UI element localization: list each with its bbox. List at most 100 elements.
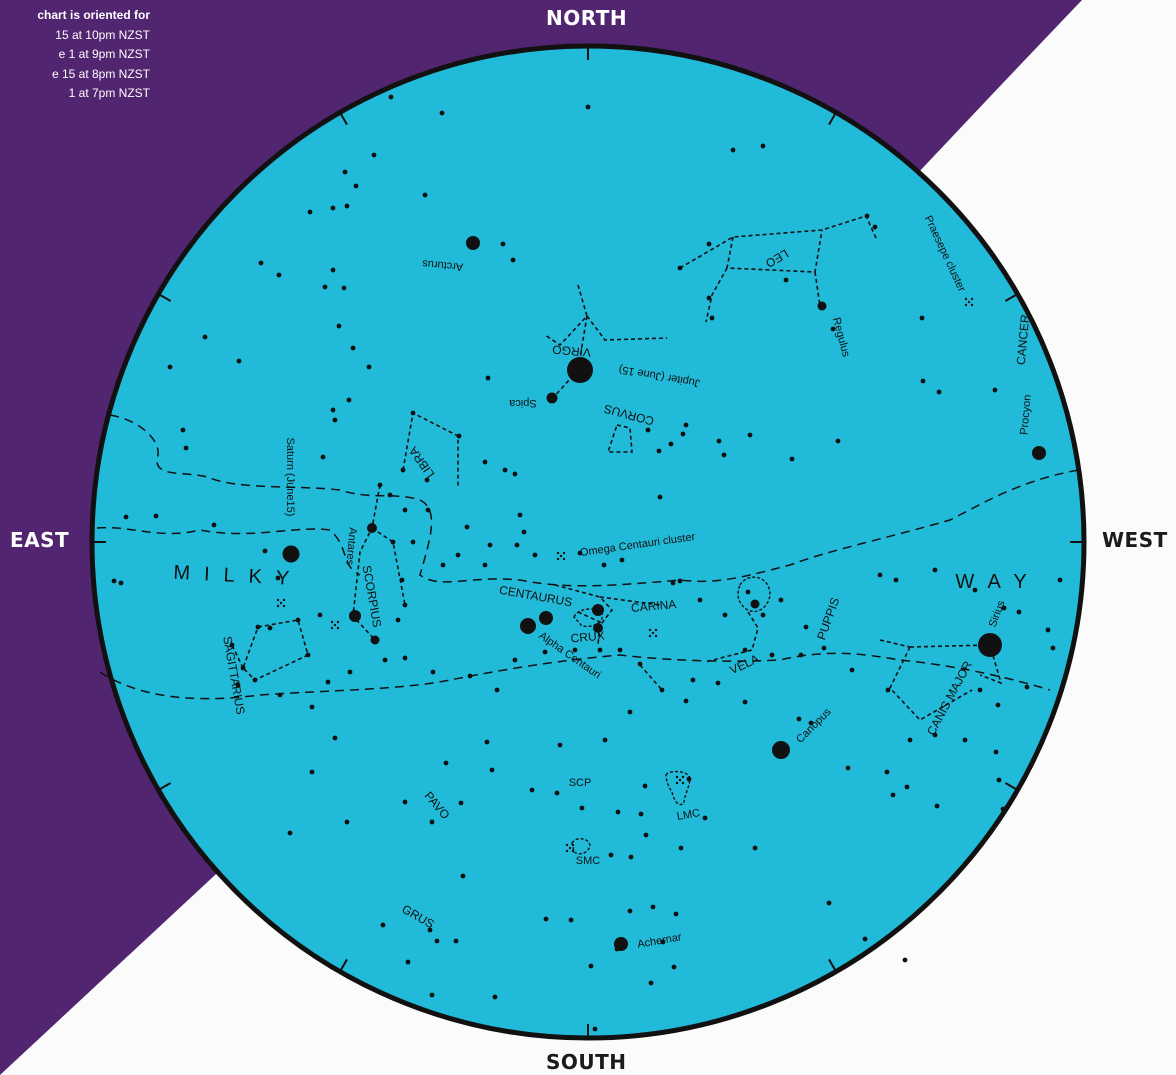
star <box>993 749 999 755</box>
constellation-line <box>879 639 911 648</box>
orientation-line: 15 at 10pm NZST <box>55 27 150 42</box>
star <box>709 315 715 321</box>
star <box>1024 684 1030 690</box>
star <box>778 597 784 603</box>
star <box>202 334 208 340</box>
bright-star <box>978 633 1002 657</box>
star <box>760 143 766 149</box>
star <box>240 665 246 671</box>
star <box>277 692 283 698</box>
star <box>332 417 338 423</box>
orientation-line: e 1 at 9pm NZST <box>58 47 150 61</box>
star <box>706 295 712 301</box>
bright-star <box>1032 446 1046 460</box>
star-cluster-icon <box>648 628 658 638</box>
star <box>118 580 124 586</box>
star <box>267 625 273 631</box>
constellation-line <box>606 424 633 453</box>
star <box>697 597 703 603</box>
star <box>677 578 683 584</box>
direction-west: WEST <box>1102 528 1168 552</box>
star <box>405 959 411 965</box>
star <box>683 422 689 428</box>
star <box>608 852 614 858</box>
star <box>579 805 585 811</box>
star <box>276 272 282 278</box>
constellation-line <box>814 271 821 307</box>
star <box>330 407 336 413</box>
star <box>317 612 323 618</box>
star <box>424 477 430 483</box>
star <box>638 811 644 817</box>
star <box>919 315 925 321</box>
star <box>932 567 938 573</box>
star <box>235 682 241 688</box>
orientation-line: chart is oriented for <box>37 8 150 22</box>
direction-north: NORTH <box>546 6 628 30</box>
bright-star <box>750 599 760 609</box>
star <box>211 522 217 528</box>
constellation-line <box>586 315 668 341</box>
smc-outline <box>571 838 591 855</box>
star <box>760 612 766 618</box>
star <box>656 448 662 454</box>
direction-south: SOUTH <box>546 1050 627 1074</box>
star <box>617 647 623 653</box>
star <box>512 657 518 663</box>
orientation-line: 1 at 7pm NZST <box>68 86 150 100</box>
constellation-line <box>554 584 614 629</box>
star <box>1057 577 1063 583</box>
milky-way-edge <box>99 652 1051 700</box>
star <box>619 557 625 563</box>
star <box>872 224 878 230</box>
label-arcturus: Arcturus <box>421 257 463 273</box>
star <box>907 737 913 743</box>
star <box>183 445 189 451</box>
constellation-line <box>352 484 381 641</box>
star <box>934 803 940 809</box>
star <box>671 964 677 970</box>
star <box>1001 605 1007 611</box>
star <box>585 104 591 110</box>
star <box>456 433 462 439</box>
star <box>592 1026 598 1032</box>
star <box>716 438 722 444</box>
star <box>747 432 753 438</box>
star <box>512 471 518 477</box>
star <box>683 698 689 704</box>
star <box>977 687 983 693</box>
label-way: WAY <box>955 571 1040 593</box>
star <box>673 911 679 917</box>
milky-way-edge <box>96 526 361 576</box>
bright-star <box>370 635 380 645</box>
orientation-line: e 15 at 8pm NZST <box>51 66 150 81</box>
star <box>829 107 835 113</box>
star <box>642 783 648 789</box>
constellation-line <box>889 646 973 722</box>
label-virgo: VIRGO <box>552 342 592 359</box>
star <box>402 655 408 661</box>
star <box>1000 806 1006 812</box>
star <box>572 647 578 653</box>
bright-star <box>520 618 536 634</box>
star <box>399 577 405 583</box>
star <box>482 459 488 465</box>
star <box>1016 609 1022 615</box>
star <box>668 441 674 447</box>
star <box>932 732 938 738</box>
star <box>180 427 186 433</box>
star-cluster-icon <box>556 551 566 561</box>
star <box>686 776 692 782</box>
label-crux: CRUX <box>570 629 605 646</box>
deep-sky-objects <box>276 297 974 855</box>
star <box>659 687 665 693</box>
vela-outline <box>737 576 771 613</box>
star <box>402 507 408 513</box>
star <box>517 512 523 518</box>
label-saturn: Saturn (June15) <box>284 438 296 517</box>
star <box>111 578 117 584</box>
star <box>390 539 396 545</box>
horizon-tick <box>828 958 838 974</box>
star <box>962 737 968 743</box>
star <box>995 702 1001 708</box>
